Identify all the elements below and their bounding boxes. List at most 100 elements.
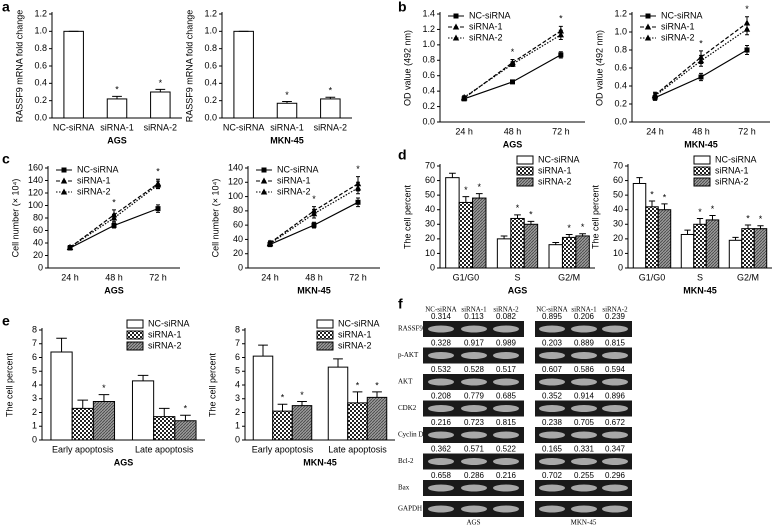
- legend-marker: [60, 177, 68, 184]
- bar: [71, 407, 94, 441]
- significance-star: *: [759, 214, 763, 224]
- y-tick-label: 0: [235, 434, 240, 444]
- band: [602, 352, 628, 359]
- y-tick-label: 80: [233, 205, 243, 215]
- quantification: 0.815: [605, 339, 626, 348]
- cell-line-label: AGS: [466, 519, 480, 527]
- band: [571, 458, 597, 465]
- quantification: 0.571: [464, 445, 485, 454]
- quantification: 0.328: [431, 339, 452, 348]
- quantification: 0.286: [464, 471, 485, 480]
- y-tick-label: 6: [235, 352, 240, 362]
- error-bar: [277, 403, 288, 412]
- blot: NC-siRNA siRNA-1 siRNA-2 NC-siRNA siRNA-1 siR…: [398, 306, 632, 527]
- legend-label: NC-siRNA: [277, 164, 319, 174]
- y-tick-label: 140: [228, 162, 243, 172]
- error-bar: [636, 177, 643, 184]
- error-bar: [648, 200, 656, 207]
- y-tick-label: 6: [32, 352, 37, 362]
- quantification: 0.255: [574, 471, 595, 480]
- quantification: 0.702: [542, 471, 563, 480]
- bar: [233, 30, 254, 119]
- significance-star: *: [300, 390, 304, 400]
- band: [493, 431, 519, 439]
- x-tick-label: Early apoptosis: [52, 444, 114, 454]
- error-bar: [155, 88, 166, 92]
- marker: [110, 214, 118, 221]
- quantification: 0.517: [496, 365, 517, 374]
- significance-star: *: [184, 404, 188, 414]
- marker: [310, 210, 318, 217]
- band: [539, 484, 565, 492]
- bar: [728, 239, 743, 269]
- quantification: 0.658: [431, 471, 452, 480]
- y-tick-label: 0.0: [422, 116, 435, 126]
- marker: [697, 57, 705, 64]
- error-bar: [527, 220, 535, 225]
- bar: [632, 182, 647, 269]
- y-tick-label: 80: [33, 212, 43, 222]
- panel-letter: d: [398, 147, 407, 163]
- error-bar: [565, 233, 573, 238]
- line: [654, 22, 748, 96]
- error-bar: [372, 391, 382, 398]
- x-tick-label: Early apoptosis: [252, 444, 314, 454]
- quantification: 0.522: [496, 445, 517, 454]
- y-tick-label: 50: [613, 190, 623, 200]
- y-tick-label: 120: [228, 177, 243, 187]
- band: [461, 431, 487, 439]
- quantification: 0.594: [605, 365, 626, 374]
- significance-star: *: [711, 204, 715, 214]
- y-tick-label: 1.2: [614, 8, 627, 18]
- legend-marker: [644, 34, 652, 41]
- quantification: 0.113: [464, 312, 484, 321]
- band: [539, 378, 565, 386]
- y-tick-label: 1.0: [34, 26, 47, 36]
- protein-label: CDK2: [398, 404, 417, 412]
- legend-label: siRNA-2: [77, 186, 111, 196]
- x-tick-label: 24 h: [61, 272, 79, 282]
- y-tick-label: 30: [613, 219, 623, 229]
- y-tick-label: 0.8: [614, 44, 627, 54]
- marker: [698, 74, 704, 80]
- marker: [266, 240, 274, 247]
- quantification: 0.705: [574, 418, 595, 427]
- legend-swatch: [126, 330, 144, 340]
- legend-label: siRNA-2: [277, 186, 311, 196]
- legend-label: siRNA-2: [715, 176, 749, 186]
- bar: [496, 238, 512, 269]
- line: [463, 30, 562, 99]
- y-tick-label: 7: [32, 338, 37, 348]
- y-tick-label: 1: [32, 421, 37, 431]
- legend-swatch: [126, 341, 144, 351]
- legend-swatch: [693, 177, 711, 187]
- quantification: 0.296: [605, 471, 626, 480]
- bar: [131, 380, 155, 441]
- x-tick-label: NC-siRNA: [223, 122, 265, 132]
- x-tick-label: S: [514, 272, 520, 282]
- error-bar: [757, 225, 764, 229]
- lane-label: siRNA-1: [571, 306, 597, 314]
- protein-label: AKT: [398, 378, 413, 386]
- band: [461, 352, 487, 359]
- band: [571, 484, 597, 492]
- x-tick-label: siRNA-2: [144, 122, 178, 132]
- band: [539, 405, 565, 412]
- lane-label: NC-siRNA: [536, 306, 568, 314]
- error-bar: [552, 242, 560, 245]
- legend-marker: [261, 167, 267, 173]
- y-tick-label: 20: [233, 248, 243, 258]
- legend-marker: [61, 167, 67, 173]
- y-tick-label: 60: [613, 175, 623, 185]
- band: [602, 378, 628, 386]
- quantification: 0.203: [542, 339, 563, 348]
- y-tick-label: 60: [33, 225, 43, 235]
- legend-label: siRNA-1: [715, 165, 749, 175]
- y-tick-label: 0.8: [34, 43, 47, 53]
- legend-swatch: [516, 166, 534, 176]
- band: [602, 405, 628, 412]
- x-axis-label: MKN-45: [683, 285, 717, 295]
- y-tick-label: 8: [235, 324, 240, 334]
- legend-label: NC-siRNA: [77, 164, 119, 174]
